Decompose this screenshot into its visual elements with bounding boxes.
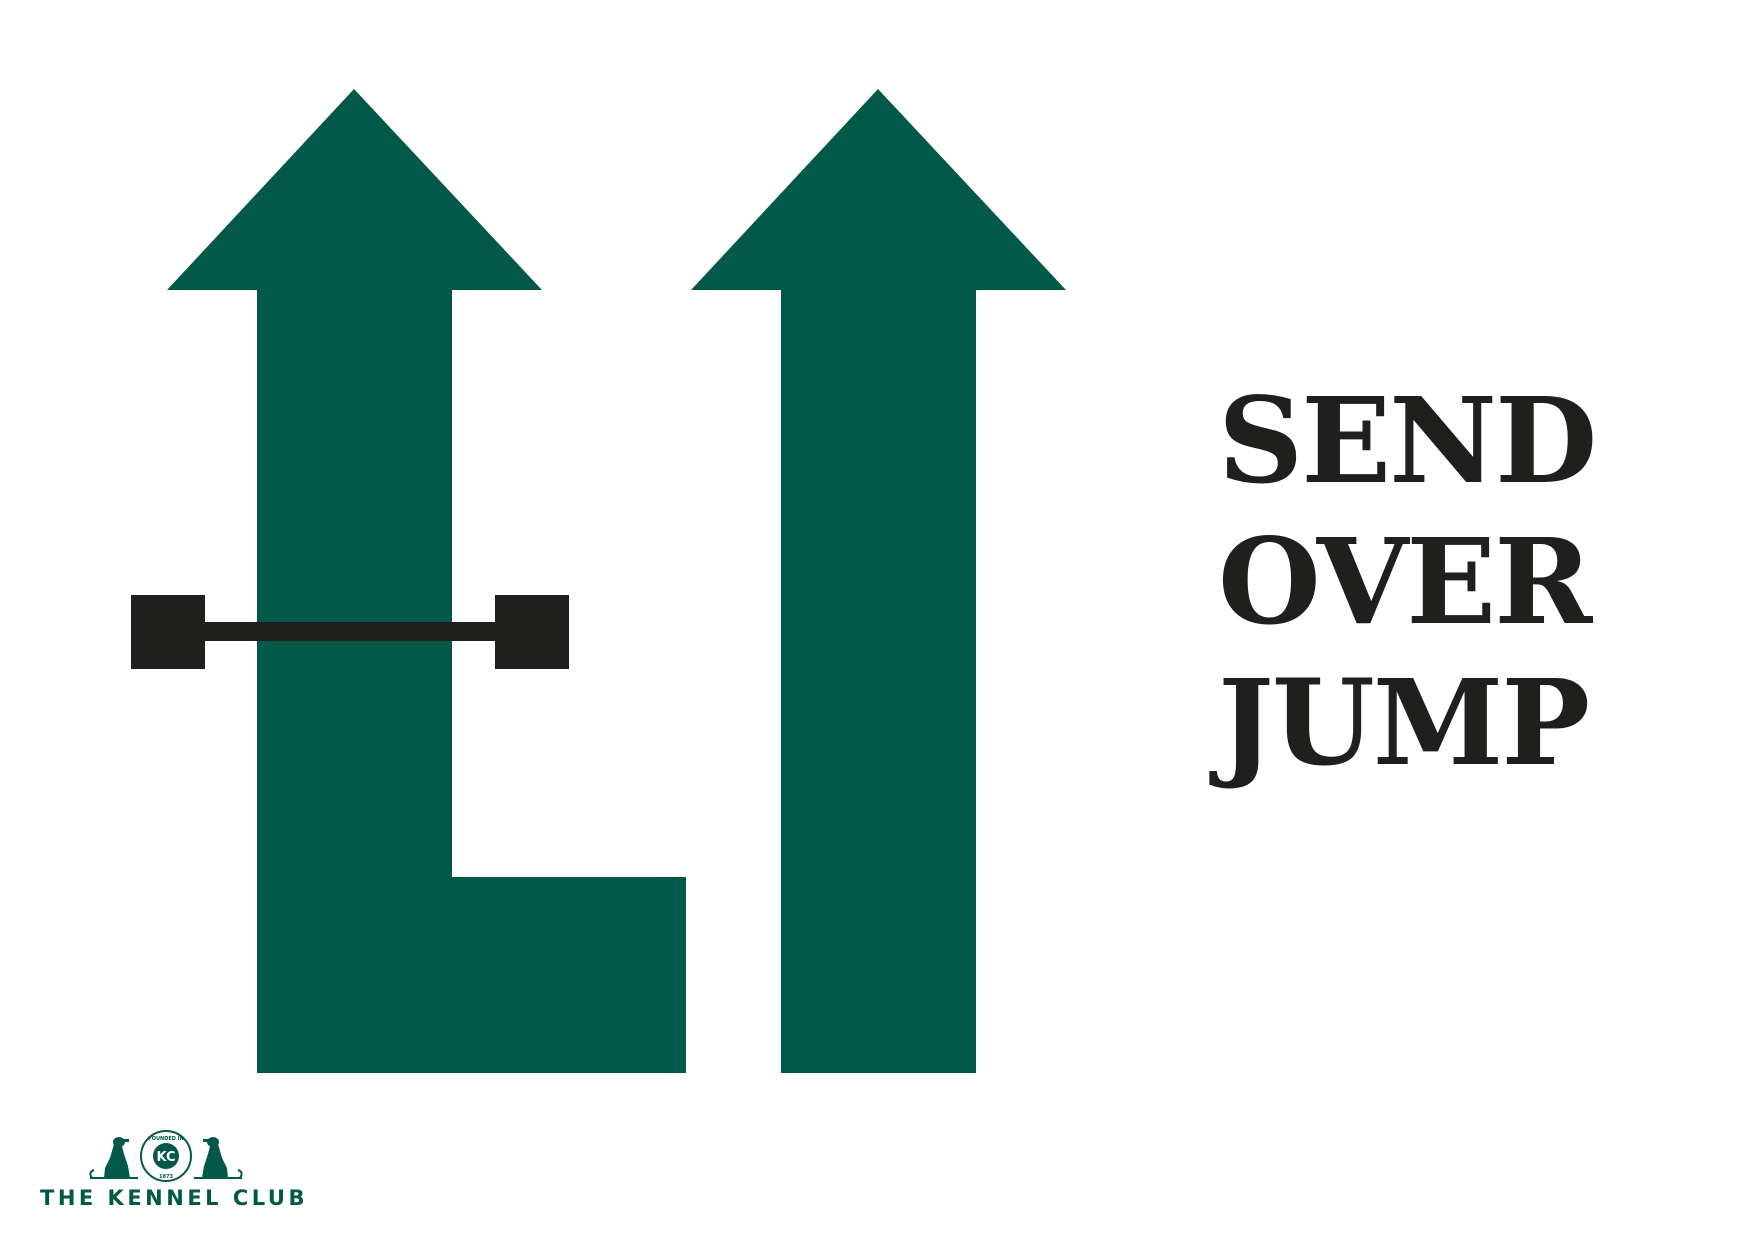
seated-dog-icon — [194, 1137, 243, 1179]
l-shaped-up-arrow — [167, 89, 686, 1073]
title-line-send: SEND — [1218, 371, 1597, 510]
sign-title: SEND OVER JUMP — [1218, 370, 1718, 793]
kc-roundel: KC FOUNDED IN 1873 — [140, 1130, 192, 1182]
logo-emblem: KC FOUNDED IN 1873 — [89, 1130, 243, 1182]
roundel-ring-bottom: 1873 — [159, 1174, 173, 1180]
jump-pole — [205, 622, 495, 641]
title-line-jump: JUMP — [1218, 653, 1590, 792]
jump-hurdle — [131, 595, 569, 669]
straight-up-arrow — [691, 89, 1066, 1073]
kc-monogram: KC — [156, 1150, 175, 1165]
jump-left-wing — [131, 595, 205, 669]
roundel-ring-top: FOUNDED IN — [148, 1136, 183, 1142]
jump-right-wing — [495, 595, 569, 669]
title-line-over: OVER — [1218, 512, 1592, 651]
seated-dog-icon — [89, 1137, 138, 1179]
kennel-club-logo: KC FOUNDED IN 1873 THE KENNEL CLUB — [40, 1128, 308, 1218]
logo-wordmark: THE KENNEL CLUB — [40, 1186, 308, 1210]
